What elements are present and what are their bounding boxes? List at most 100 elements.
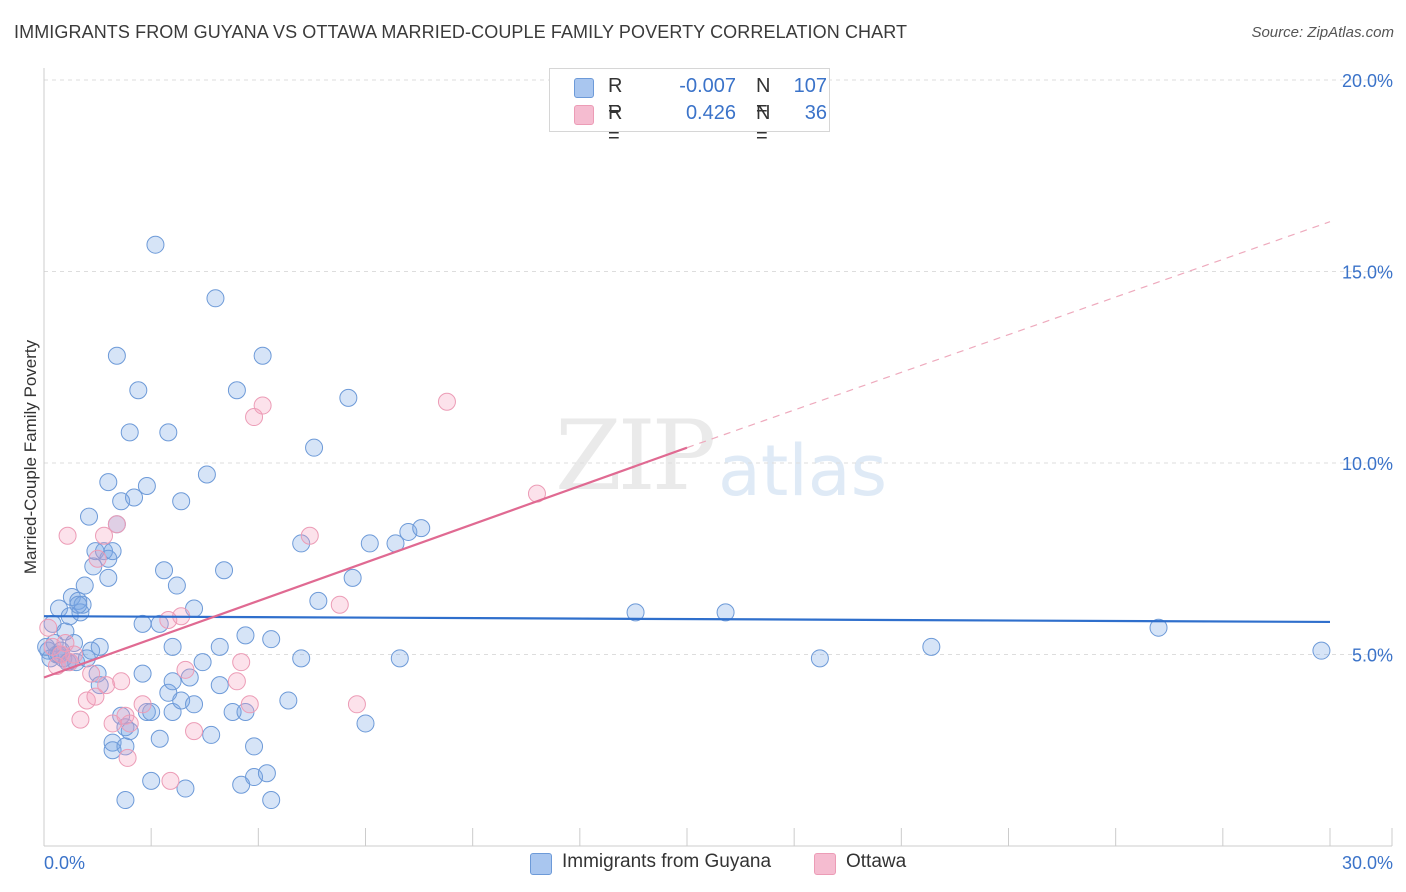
- legend-n-value: 107: [793, 75, 827, 97]
- guyana-point: [159, 423, 178, 442]
- axes: [43, 68, 1393, 847]
- ottawa-point: [65, 645, 84, 664]
- guyana-point: [116, 791, 135, 810]
- guyana-point: [185, 695, 204, 714]
- ottawa-point: [227, 672, 246, 691]
- guyana-point: [262, 630, 281, 649]
- guyana-point: [262, 791, 281, 810]
- guyana-point: [99, 568, 118, 587]
- grid-lines: [44, 79, 1392, 655]
- guyana-point: [133, 614, 152, 633]
- guyana-point: [99, 473, 118, 492]
- guyana-point: [1149, 618, 1168, 637]
- y-tick-label: 10.0%: [1342, 454, 1393, 474]
- y-tick-label: 20.0%: [1342, 71, 1393, 91]
- y-tick-label: 5.0%: [1352, 646, 1393, 666]
- guyana-point: [223, 702, 242, 721]
- guyana-point: [227, 381, 246, 400]
- guyana-point: [129, 381, 148, 400]
- ottawa-point: [330, 595, 349, 614]
- chart-title: IMMIGRANTS FROM GUYANA VS OTTAWA MARRIED…: [14, 22, 908, 42]
- guyana-point: [133, 664, 152, 683]
- bottom-legend-label-ottawa: Ottawa: [846, 851, 907, 872]
- guyana-point: [163, 672, 182, 691]
- ottawa-point: [240, 695, 259, 714]
- guyana-point: [193, 653, 212, 672]
- ottawa-point: [161, 771, 180, 790]
- guyana-point: [90, 637, 109, 656]
- guyana-point: [356, 714, 375, 733]
- guyana-point: [210, 637, 229, 656]
- legend-n-label: N =: [756, 75, 771, 120]
- legend-n-label: N =: [756, 102, 771, 147]
- guyana-point: [253, 346, 272, 365]
- guyana-point: [360, 534, 379, 553]
- legend-n-value: 36: [804, 102, 827, 124]
- guyana-point: [172, 492, 191, 511]
- ottawa-point: [77, 691, 96, 710]
- guyana-trend-line: [43, 615, 1331, 624]
- guyana-point: [716, 603, 735, 622]
- ottawa-point: [347, 695, 366, 714]
- series-ottawa-points: [39, 392, 546, 790]
- ottawa-trend-line: [43, 446, 688, 679]
- legend-r-value: -0.007: [679, 75, 736, 97]
- ottawa-point: [82, 664, 101, 683]
- guyana-point: [103, 542, 122, 561]
- guyana-point: [810, 649, 829, 668]
- guyana-point: [343, 568, 362, 587]
- guyana-point: [82, 641, 101, 660]
- guyana-point: [176, 779, 195, 798]
- guyana-point: [163, 637, 182, 656]
- guyana-point: [155, 561, 174, 580]
- guyana-point: [626, 603, 645, 622]
- bottom-legend-label-guyana: Immigrants from Guyana: [562, 851, 772, 872]
- ottawa-point: [95, 526, 114, 545]
- ottawa-point: [39, 618, 58, 637]
- guyana-point: [137, 476, 156, 495]
- guyana-point: [120, 423, 139, 442]
- ottawa-point: [71, 710, 90, 729]
- guyana-point: [125, 488, 144, 507]
- legend-swatch-ottawa: [574, 105, 594, 125]
- stats-legend: R = -0.007 N = 107 R = 0.426 N = 36: [549, 68, 830, 147]
- ottawa-point: [97, 676, 116, 695]
- source-label: Source: ZipAtlas.com: [1251, 24, 1394, 41]
- ottawa-point: [185, 722, 204, 741]
- guyana-point: [390, 649, 409, 668]
- watermark-zip: ZIP: [555, 400, 716, 512]
- guyana-point: [142, 771, 161, 790]
- guyana-point: [215, 561, 234, 580]
- legend-swatch-guyana: [574, 78, 594, 98]
- ottawa-point: [232, 653, 251, 672]
- guyana-point: [150, 729, 169, 748]
- guyana-point: [150, 614, 169, 633]
- guyana-point: [309, 591, 328, 610]
- ottawa-point: [253, 396, 272, 415]
- guyana-point: [167, 576, 186, 595]
- watermark-atlas: atlas: [718, 430, 888, 512]
- ottawa-point: [120, 714, 139, 733]
- guyana-point: [1312, 641, 1331, 660]
- legend-r-label: R =: [608, 75, 623, 120]
- ottawa-point: [58, 526, 77, 545]
- ottawa-point: [176, 660, 195, 679]
- guyana-point: [75, 576, 94, 595]
- ottawa-point: [107, 515, 126, 534]
- guyana-point: [107, 346, 126, 365]
- guyana-point: [292, 649, 311, 668]
- legend-r-label: R =: [608, 102, 623, 147]
- guyana-point: [279, 691, 298, 710]
- guyana-point: [412, 519, 431, 538]
- x-tick-label-min: 0.0%: [44, 853, 85, 873]
- guyana-point: [202, 725, 221, 744]
- ottawa-point: [133, 695, 152, 714]
- guyana-point: [922, 637, 941, 656]
- bottom-legend-swatch-guyana: [530, 853, 552, 875]
- guyana-point: [257, 764, 276, 783]
- ottawa-trend-extension: [686, 221, 1331, 449]
- ottawa-point: [300, 526, 319, 545]
- guyana-point: [69, 595, 88, 614]
- ottawa-point: [118, 748, 137, 767]
